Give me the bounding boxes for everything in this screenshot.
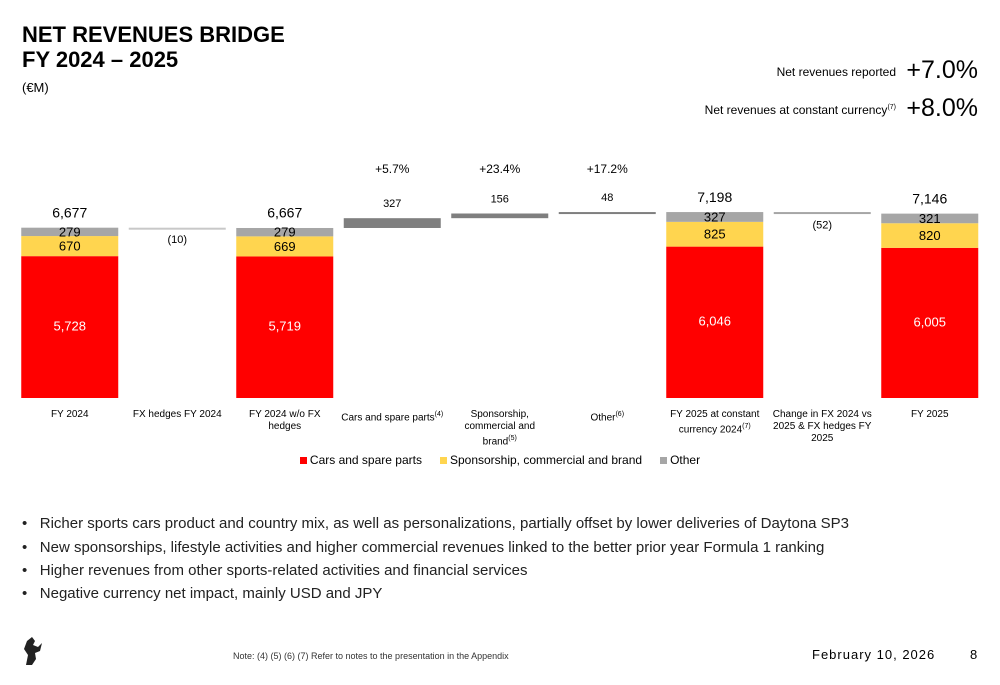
legend-item: Sponsorship, commercial and brand	[439, 453, 643, 467]
growth-label: +23.4%	[479, 162, 520, 176]
data-label: (52)	[812, 220, 832, 232]
x-tick-text: FY 2024 w/o FX hedges	[248, 409, 321, 432]
x-tick-text: FX hedges FY 2024	[132, 409, 222, 420]
kpi-value: +7.0%	[906, 56, 978, 84]
note: (7)	[887, 104, 896, 111]
total-label: 6,677	[52, 204, 87, 220]
x-tick-text: FY 2025 at constant currency 2024	[670, 409, 760, 436]
total-label: 7,198	[697, 189, 732, 205]
x-tick-text: Other	[590, 412, 616, 424]
logo	[24, 637, 42, 665]
bar-segment	[236, 236, 334, 257]
delta-bar	[128, 227, 226, 230]
title: NET REVENUES BRIDGE	[22, 22, 285, 47]
legend: Cars and spare parts Sponsorship, commerc…	[0, 453, 1000, 467]
bar-segment	[21, 236, 119, 257]
page-number: 8	[970, 647, 978, 662]
data-label: 669	[274, 239, 296, 254]
data-label: 156	[491, 193, 509, 205]
legend-label: Sponsorship, commercial and brand	[449, 453, 643, 467]
bullet-text: New sponsorships, lifestyle activities a…	[39, 539, 825, 556]
kpi-label: Net revenues at constant currency(7)	[705, 103, 896, 117]
growth-label: +5.7%	[375, 162, 410, 176]
date: February 10, 2026	[812, 647, 936, 662]
legend-item: Cars and spare parts	[299, 453, 422, 467]
total-label: 7,146	[912, 190, 947, 206]
note: (4)	[434, 411, 444, 418]
data-label: 321	[919, 211, 941, 226]
kpi-label-text: Net revenues at constant currency	[704, 103, 888, 117]
x-tick-text: Change in FX 2024 vs 2025 & FX hedges FY…	[772, 409, 872, 444]
bullet: • Richer sports cars product and country…	[22, 515, 850, 532]
unit: (€M)	[22, 80, 49, 95]
data-label: 5,719	[268, 319, 301, 334]
legend-item: Other	[660, 453, 700, 467]
x-tick-label: FX hedges FY 2024	[125, 409, 229, 421]
bar-segment	[881, 247, 979, 398]
data-label: 327	[383, 198, 401, 210]
x-tick-text: Sponsorship, commercial and brand	[464, 409, 536, 448]
title: FY 2024 – 2025	[22, 47, 179, 72]
legend-label: Other	[670, 453, 701, 467]
note: (7)	[742, 423, 751, 430]
data-label: 6,005	[913, 314, 946, 329]
growth-label: +17.2%	[587, 162, 628, 176]
bar-segment	[666, 246, 764, 398]
x-tick-label: FY 2024	[18, 409, 122, 421]
x-tick-label: Other(6)	[555, 409, 659, 424]
bar-segment	[236, 256, 334, 398]
x-tick-label: Cars and spare parts(4)	[340, 409, 444, 424]
legend-label: Cars and spare parts	[309, 453, 422, 467]
bar-segment	[666, 212, 764, 222]
data-label: 670	[59, 239, 81, 254]
legend-swatch	[660, 457, 668, 464]
legend-swatch	[439, 457, 447, 464]
bar-segment	[881, 223, 979, 248]
x-tick-label: Change in FX 2024 vs 2025 & FX hedges FY…	[770, 409, 874, 445]
x-tick-label: FY 2025	[878, 409, 982, 421]
x-tick-label: FY 2025 at constant currency 2024(7)	[663, 409, 767, 436]
bar-segment	[236, 227, 334, 237]
note: (6)	[615, 411, 625, 418]
data-label: 820	[919, 228, 941, 243]
x-tick-label: FY 2024 w/o FX hedges	[233, 409, 337, 433]
data-label: 279	[59, 224, 81, 239]
bullet: • Higher revenues from other sports-rela…	[22, 562, 528, 579]
data-label: 327	[704, 209, 726, 224]
x-tick-text: Cars and spare parts	[341, 412, 435, 424]
data-label: 825	[704, 227, 726, 242]
bar-segment	[21, 227, 119, 237]
data-label: 279	[274, 225, 296, 240]
kpi-label: Net revenues reported	[776, 65, 896, 79]
bar-segment	[881, 213, 979, 224]
x-tick-text: FY 2024	[50, 409, 89, 420]
total-label: 6,667	[267, 205, 302, 221]
delta-bar	[558, 212, 656, 215]
x-tick-text: FY 2025	[910, 409, 949, 420]
note: (5)	[508, 435, 517, 442]
data-label: 48	[601, 192, 613, 204]
delta-bar	[773, 212, 871, 215]
delta-bar	[343, 218, 441, 228]
bullet: • Negative currency net impact, mainly U…	[22, 585, 383, 602]
bullet-text: Higher revenues from other sports-relate…	[39, 562, 528, 579]
note: Note: (4) (5) (6) (7) Refer to notes to …	[233, 651, 509, 661]
x-tick-label: Sponsorship, commercial and brand(5)	[448, 409, 552, 448]
bar-segment	[21, 256, 119, 398]
data-label: 6,046	[698, 314, 731, 329]
bullet-text: Negative currency net impact, mainly USD…	[39, 585, 383, 602]
legend-swatch	[299, 457, 307, 464]
kpi-value: +8.0%	[906, 94, 978, 122]
bullet: • New sponsorships, lifestyle activities…	[22, 539, 825, 556]
data-label: 5,728	[53, 319, 86, 334]
bar-segment	[666, 221, 764, 247]
delta-bar	[451, 213, 549, 219]
data-label: (10)	[167, 234, 187, 246]
bullet-text: Richer sports cars product and country m…	[39, 515, 850, 532]
